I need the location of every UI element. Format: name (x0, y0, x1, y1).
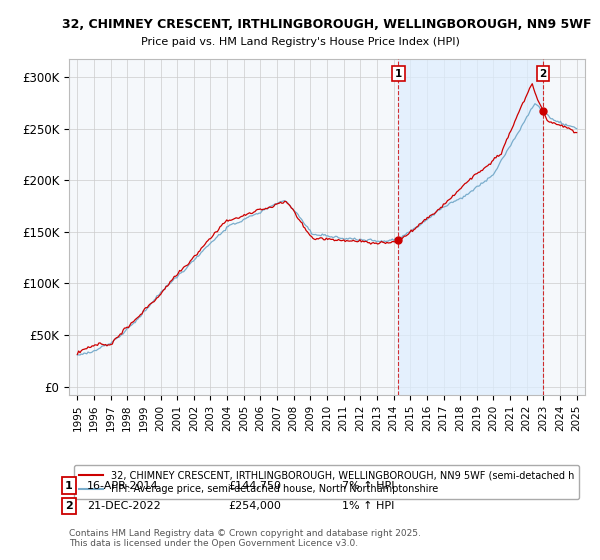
Title: 32, CHIMNEY CRESCENT, IRTHLINGBOROUGH, WELLINGBOROUGH, NN9 5WF: 32, CHIMNEY CRESCENT, IRTHLINGBOROUGH, W… (62, 18, 592, 31)
Text: £254,000: £254,000 (228, 501, 281, 511)
Text: 2: 2 (65, 501, 73, 511)
Text: Contains HM Land Registry data © Crown copyright and database right 2025.
This d: Contains HM Land Registry data © Crown c… (69, 529, 421, 548)
Legend: 32, CHIMNEY CRESCENT, IRTHLINGBOROUGH, WELLINGBOROUGH, NN9 5WF (semi-detached h,: 32, CHIMNEY CRESCENT, IRTHLINGBOROUGH, W… (74, 465, 579, 499)
Text: 1% ↑ HPI: 1% ↑ HPI (342, 501, 394, 511)
Text: £144,750: £144,750 (228, 480, 281, 491)
Text: 16-APR-2014: 16-APR-2014 (87, 480, 158, 491)
Text: 7% ↑ HPI: 7% ↑ HPI (342, 480, 395, 491)
Text: 21-DEC-2022: 21-DEC-2022 (87, 501, 161, 511)
Bar (398, 59, 543, 395)
Text: 1: 1 (395, 69, 402, 78)
Text: 2: 2 (539, 69, 547, 78)
Text: Price paid vs. HM Land Registry's House Price Index (HPI): Price paid vs. HM Land Registry's House … (140, 37, 460, 47)
Text: 1: 1 (65, 480, 73, 491)
